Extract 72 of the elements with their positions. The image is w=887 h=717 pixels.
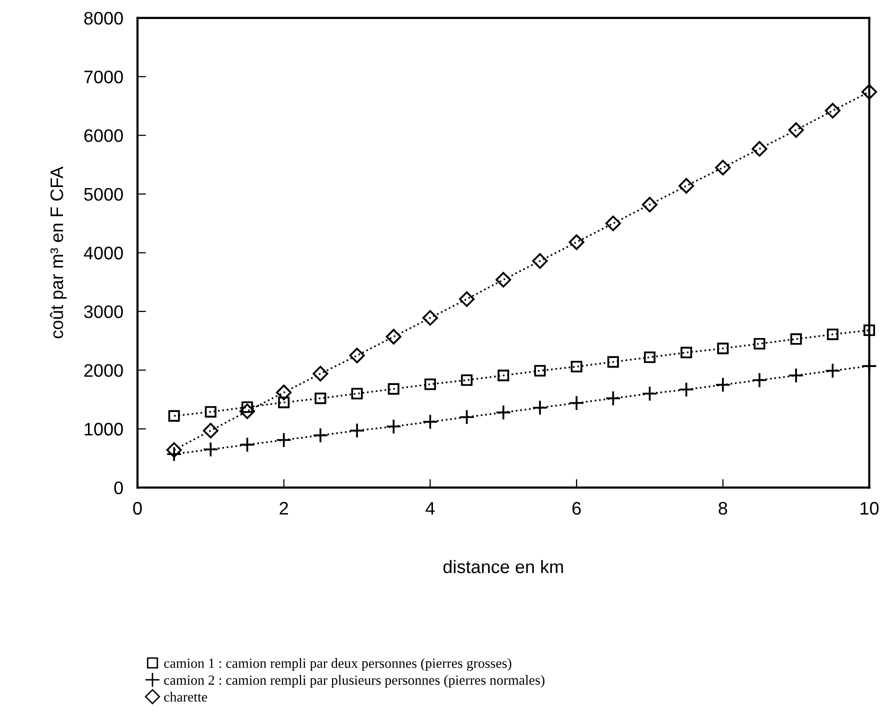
y-tick-label: 3000: [84, 305, 123, 318]
point: [239, 436, 256, 453]
point: [532, 400, 548, 416]
point: [461, 374, 473, 386]
y-tick-label: 4000: [84, 246, 123, 260]
point: [644, 351, 656, 363]
point: [678, 382, 694, 398]
y-tick-label: 7000: [84, 70, 123, 84]
point: [422, 414, 438, 430]
point: [239, 403, 256, 420]
point: [496, 272, 512, 288]
point: [314, 392, 326, 404]
x-tick-label: 0: [133, 502, 142, 515]
point: [752, 141, 768, 157]
point: [605, 390, 621, 406]
point: [204, 406, 216, 418]
point: [826, 328, 838, 340]
y-tick-label: 2000: [84, 364, 123, 377]
x-tick-label: 8: [718, 502, 728, 515]
x-tick-label: 10: [860, 502, 879, 515]
point: [861, 84, 878, 100]
point: [788, 122, 804, 138]
point: [568, 234, 584, 250]
point: [496, 404, 512, 420]
point: [534, 364, 546, 377]
point: [276, 384, 292, 400]
point: [532, 253, 548, 269]
point: [863, 324, 876, 336]
point: [276, 432, 292, 448]
point: [498, 370, 510, 382]
legend-label: charette: [164, 692, 208, 702]
point: [680, 346, 692, 358]
point: [424, 378, 436, 390]
point: [386, 328, 402, 344]
point: [824, 362, 841, 379]
point: [312, 366, 328, 382]
point: [202, 422, 218, 438]
point: [754, 338, 766, 350]
point: [458, 409, 475, 425]
point: [715, 160, 731, 176]
point: [678, 178, 694, 194]
point: [570, 360, 582, 372]
point: [312, 427, 328, 444]
point: [166, 442, 182, 458]
point: [349, 348, 365, 364]
y-tick-label: 1000: [84, 422, 123, 436]
y-axis-title: coût par m³ en F CFA: [50, 166, 67, 338]
point: [422, 310, 438, 326]
x-tick-label: 4: [426, 502, 435, 515]
y-tick-label: 0: [114, 481, 123, 494]
point: [642, 386, 658, 402]
legend-label: camion 2 : camion rempli par plusieurs personnes (pierres normales): [164, 675, 544, 688]
y-tick-label: 8000: [84, 12, 123, 25]
point: [824, 102, 840, 118]
point: [607, 356, 619, 368]
y-tick-label: 5000: [84, 188, 123, 201]
y-tick-label: 6000: [84, 129, 123, 142]
point: [278, 396, 290, 408]
point: [202, 442, 219, 458]
point: [388, 383, 400, 395]
point: [168, 410, 180, 422]
point: [459, 291, 475, 307]
x-axis-title: distance en km: [443, 560, 563, 574]
point: [715, 376, 731, 393]
point: [351, 388, 363, 400]
x-tick-label: 6: [572, 502, 581, 515]
point: [605, 216, 621, 232]
point: [642, 196, 658, 212]
legend-label: camion 1 : camion rempli par deux personnes (pierres grosses): [164, 658, 512, 671]
x-tick-label: 2: [280, 502, 288, 515]
point: [717, 342, 729, 354]
point: [790, 333, 802, 345]
